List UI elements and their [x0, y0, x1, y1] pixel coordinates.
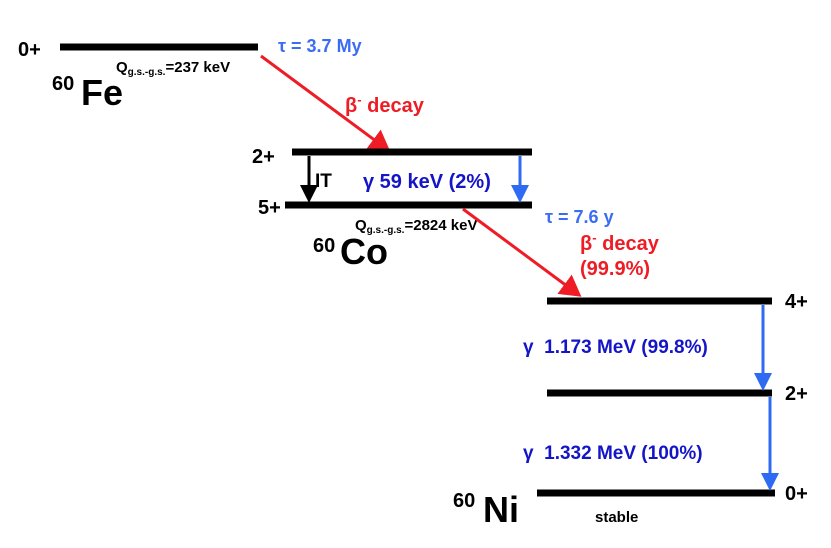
mass-number: 60 — [453, 490, 475, 512]
decay-text: decay — [597, 233, 660, 255]
beta-arrow — [260, 54, 391, 152]
mass-number: 60 — [313, 235, 335, 257]
element-symbol: Ni — [483, 489, 519, 530]
q-value: Qg.s.-g.s.=237 keV — [116, 59, 230, 78]
level-label: 2+ — [785, 383, 808, 405]
decay-label: β- decay — [345, 92, 425, 117]
it-label: IT — [315, 171, 332, 192]
decay-label: β- decay — [580, 230, 660, 255]
beta-sup: - — [592, 230, 596, 245]
q-value: Qg.s.-g.s.=2824 keV — [355, 217, 477, 236]
q-subscript: g.s.-g.s. — [128, 67, 166, 78]
lifetime: τ = 3.7 My — [278, 36, 362, 56]
lifetime: τ = 7.6 y — [545, 207, 614, 227]
level-label: 0+ — [785, 483, 808, 505]
beta-sup: - — [357, 92, 361, 107]
status-label: stable — [595, 509, 638, 526]
branch-label: (99.9%) — [580, 258, 650, 280]
level-label: 5+ — [258, 197, 281, 219]
element-symbol: Fe — [81, 72, 123, 113]
q-symbol: Q — [116, 59, 128, 76]
element-symbol: Co — [340, 231, 388, 272]
gamma-label: γ 1.332 MeV (100%) — [523, 443, 703, 464]
level-label: 0+ — [18, 39, 41, 61]
beta-arrow — [462, 207, 582, 297]
beta: β — [580, 233, 592, 255]
decay-text: decay — [362, 95, 425, 117]
gamma-label: γ 1.173 MeV (99.8%) — [523, 337, 708, 358]
q-amount: =237 keV — [165, 59, 230, 76]
beta: β — [345, 95, 357, 117]
mass-number: 60 — [52, 73, 74, 95]
q-subscript: g.s.-g.s. — [367, 225, 405, 236]
q-symbol: Q — [355, 217, 367, 234]
q-amount: =2824 keV — [404, 217, 477, 234]
level-label: 4+ — [785, 291, 808, 313]
level-label: 2+ — [252, 146, 275, 168]
gamma-label: γ 59 keV (2%) — [363, 171, 491, 193]
